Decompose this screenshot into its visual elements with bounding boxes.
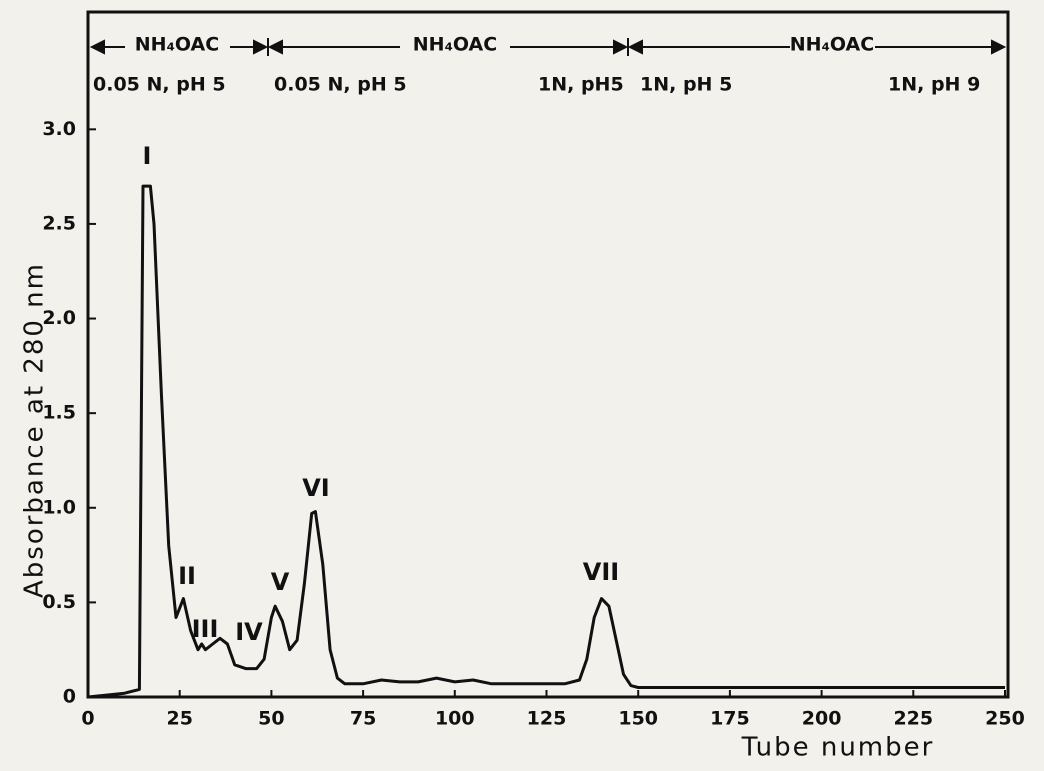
x-tick-label: 250	[985, 708, 1025, 730]
y-tick-label: 2.0	[42, 307, 76, 329]
condition-label: 0.05 N, pH 5	[93, 74, 226, 96]
peak-label: III	[192, 615, 219, 643]
x-tick-label: 0	[81, 708, 94, 730]
buffer-label: NH₄OAC	[135, 34, 219, 56]
peak-label: II	[178, 562, 196, 590]
condition-label: 0.05 N, pH 5	[274, 74, 407, 96]
x-tick-label: 150	[618, 708, 658, 730]
y-tick-label: 3.0	[42, 118, 76, 140]
x-tick-label: 75	[350, 708, 376, 730]
arrowhead	[89, 39, 105, 55]
peak-label: V	[271, 568, 290, 596]
x-tick-label: 25	[166, 708, 192, 730]
absorbance-line	[87, 184, 1005, 699]
arrowhead	[267, 39, 283, 55]
arrowhead	[991, 39, 1007, 55]
y-tick-label: 1.5	[42, 402, 76, 424]
peak-label: I	[143, 142, 152, 170]
condition-label: 1N, pH 9	[888, 74, 980, 96]
y-axis-title: Absorbance at 280 nm	[20, 262, 50, 598]
peak-label: VI	[302, 474, 330, 502]
x-tick-label: 125	[527, 708, 567, 730]
arrowhead	[627, 39, 643, 55]
arrowhead	[253, 39, 269, 55]
y-tick-label: 1.0	[42, 496, 76, 518]
arrowhead	[613, 39, 629, 55]
y-tick-label: 2.5	[42, 212, 76, 234]
x-axis-title: Tube number	[741, 733, 935, 763]
x-tick-label: 50	[258, 708, 284, 730]
plot-frame	[86, 10, 1010, 699]
buffer-label: NH₄OAC	[790, 34, 874, 56]
x-tick-label: 100	[435, 708, 475, 730]
buffer-arrows	[89, 38, 1007, 56]
x-tick-label: 225	[893, 708, 933, 730]
x-tick-label: 200	[802, 708, 842, 730]
condition-label: 1N, pH 5	[640, 74, 732, 96]
y-tick-label: 0.5	[42, 591, 76, 613]
peak-label: IV	[235, 618, 263, 646]
peak-label: VII	[583, 558, 619, 586]
condition-label: 1N, pH5	[538, 74, 624, 96]
buffer-label: NH₄OAC	[413, 34, 497, 56]
x-tick-label: 175	[710, 708, 750, 730]
y-tick-label: 0	[63, 686, 76, 708]
